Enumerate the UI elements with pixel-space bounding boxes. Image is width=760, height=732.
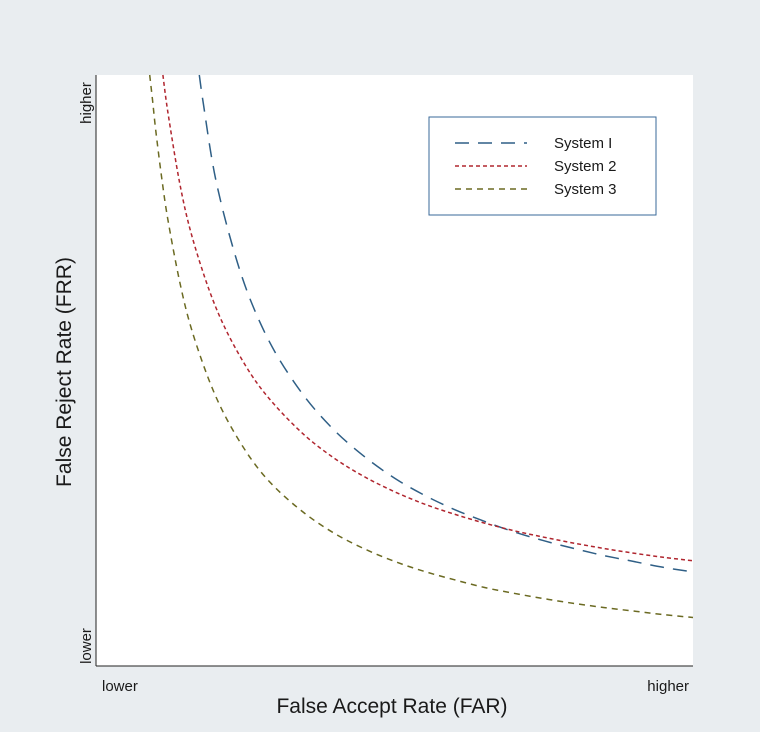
y-tick-label-higher: higher [78, 82, 95, 124]
series-line-system-2 [162, 74, 694, 562]
legend-label-system-1: System I [554, 135, 612, 152]
y-axis-title: False Reject Rate (FRR) [53, 257, 76, 487]
legend-label-system-2: System 2 [554, 158, 617, 175]
legend-label-system-3: System 3 [554, 181, 617, 198]
x-tick-label-higher: higher [647, 678, 689, 695]
legend-box [428, 116, 657, 216]
x-tick-label-lower: lower [102, 678, 138, 695]
legend: System I System 2 System 3 [428, 116, 657, 216]
y-tick-label-lower: lower [78, 628, 95, 664]
x-axis-title: False Accept Rate (FAR) [276, 695, 507, 718]
series-lines [148, 74, 694, 619]
series-line-system-3 [148, 74, 694, 619]
